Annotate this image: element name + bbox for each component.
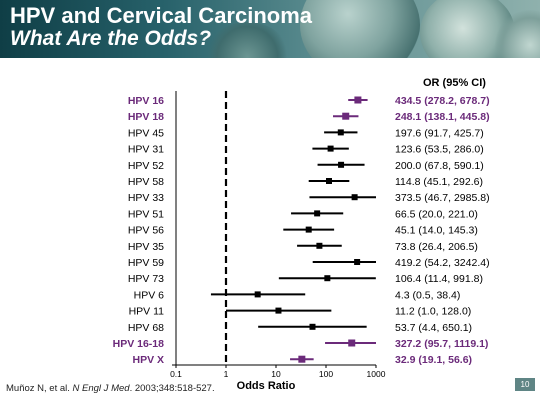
slide-subtitle: What Are the Odds? — [10, 27, 212, 50]
ci-value: 45.1 (14.0, 145.3) — [395, 225, 478, 237]
x-tick-label: 100 — [319, 369, 333, 379]
ci-value: 53.7 (4.4, 650.1) — [395, 322, 472, 334]
point-estimate — [342, 112, 350, 120]
citation: Muñoz N, et al. N Engl J Med. 2003;348:5… — [6, 383, 215, 394]
row-label: HPV 58 — [128, 176, 164, 188]
virus-particle-image — [300, 0, 420, 58]
row-label: HPV 51 — [128, 208, 164, 220]
ci-value: 419.2 (54.2, 3242.4) — [395, 257, 490, 269]
x-tick-label: 10 — [271, 369, 281, 379]
slide-title: HPV and Cervical Carcinoma — [10, 3, 313, 28]
x-tick-label: 1000 — [367, 369, 386, 379]
row-label: HPV 16-18 — [113, 338, 165, 350]
row-label: HPV 6 — [134, 289, 165, 301]
point-estimate — [324, 275, 331, 282]
row-label: HPV 56 — [128, 225, 164, 237]
ci-value: 32.9 (19.1, 56.6) — [395, 354, 472, 366]
row-label: HPV 45 — [128, 127, 164, 139]
row-label: HPV 35 — [128, 241, 164, 253]
row-label: HPV 68 — [128, 322, 164, 334]
point-estimate — [314, 210, 321, 217]
ci-value: 197.6 (91.7, 425.7) — [395, 127, 484, 139]
row-label: HPV 11 — [129, 306, 165, 318]
point-estimate — [325, 178, 332, 184]
page-number: 10 — [515, 378, 535, 391]
point-estimate — [309, 323, 316, 330]
ci-value: 66.5 (20.0, 221.0) — [395, 208, 478, 220]
citation-details: . 2003;348:518-527. — [129, 383, 215, 394]
ci-value: 248.1 (138.1, 445.8) — [395, 111, 490, 123]
ci-value: 434.5 (278.2, 678.7) — [395, 95, 490, 107]
ci-value: 200.0 (67.8, 590.1) — [395, 160, 484, 172]
ci-value: 123.6 (53.5, 286.0) — [395, 144, 484, 156]
ci-value: 4.3 (0.5, 38.4) — [395, 289, 460, 301]
ci-value: 327.2 (95.7, 1119.1) — [395, 338, 488, 350]
citation-journal: N Engl J Med — [72, 383, 130, 394]
header-banner: HPV and Cervical Carcinoma What Are the … — [0, 0, 540, 58]
point-estimate — [354, 259, 361, 265]
point-estimate — [338, 161, 345, 168]
point-estimate — [316, 242, 323, 249]
point-estimate — [305, 226, 312, 233]
row-label: HPV 16 — [128, 95, 164, 107]
ci-value: 373.5 (46.7, 2985.8) — [395, 192, 490, 204]
ci-value: 73.8 (26.4, 206.5) — [395, 241, 478, 253]
row-label: HPV 31 — [128, 144, 164, 156]
ci-column-header: OR (95% CI) — [423, 77, 486, 89]
row-label: HPV 59 — [128, 257, 164, 269]
point-estimate — [298, 355, 306, 363]
ci-value: 11.2 (1.0, 128.0) — [395, 306, 471, 318]
row-label: HPV X — [132, 354, 164, 366]
x-axis-label: Odds Ratio — [237, 380, 296, 392]
citation-authors: Muñoz N, et al. — [6, 383, 70, 394]
point-estimate — [337, 129, 344, 136]
row-label: HPV 52 — [128, 160, 164, 172]
x-tick-label: 1 — [224, 369, 229, 379]
point-estimate — [351, 194, 358, 201]
ci-value: 114.8 (45.1, 292.6) — [395, 176, 483, 188]
point-estimate — [348, 339, 356, 347]
row-label: HPV 33 — [128, 192, 164, 204]
point-estimate — [275, 307, 282, 314]
point-estimate — [327, 145, 334, 152]
row-label: HPV 18 — [128, 111, 164, 123]
row-label: HPV 73 — [128, 273, 164, 285]
point-estimate — [254, 291, 261, 298]
ci-value: 106.4 (11.4, 991.8) — [395, 273, 483, 285]
point-estimate — [354, 96, 362, 104]
x-tick-label: 0.1 — [170, 369, 182, 379]
